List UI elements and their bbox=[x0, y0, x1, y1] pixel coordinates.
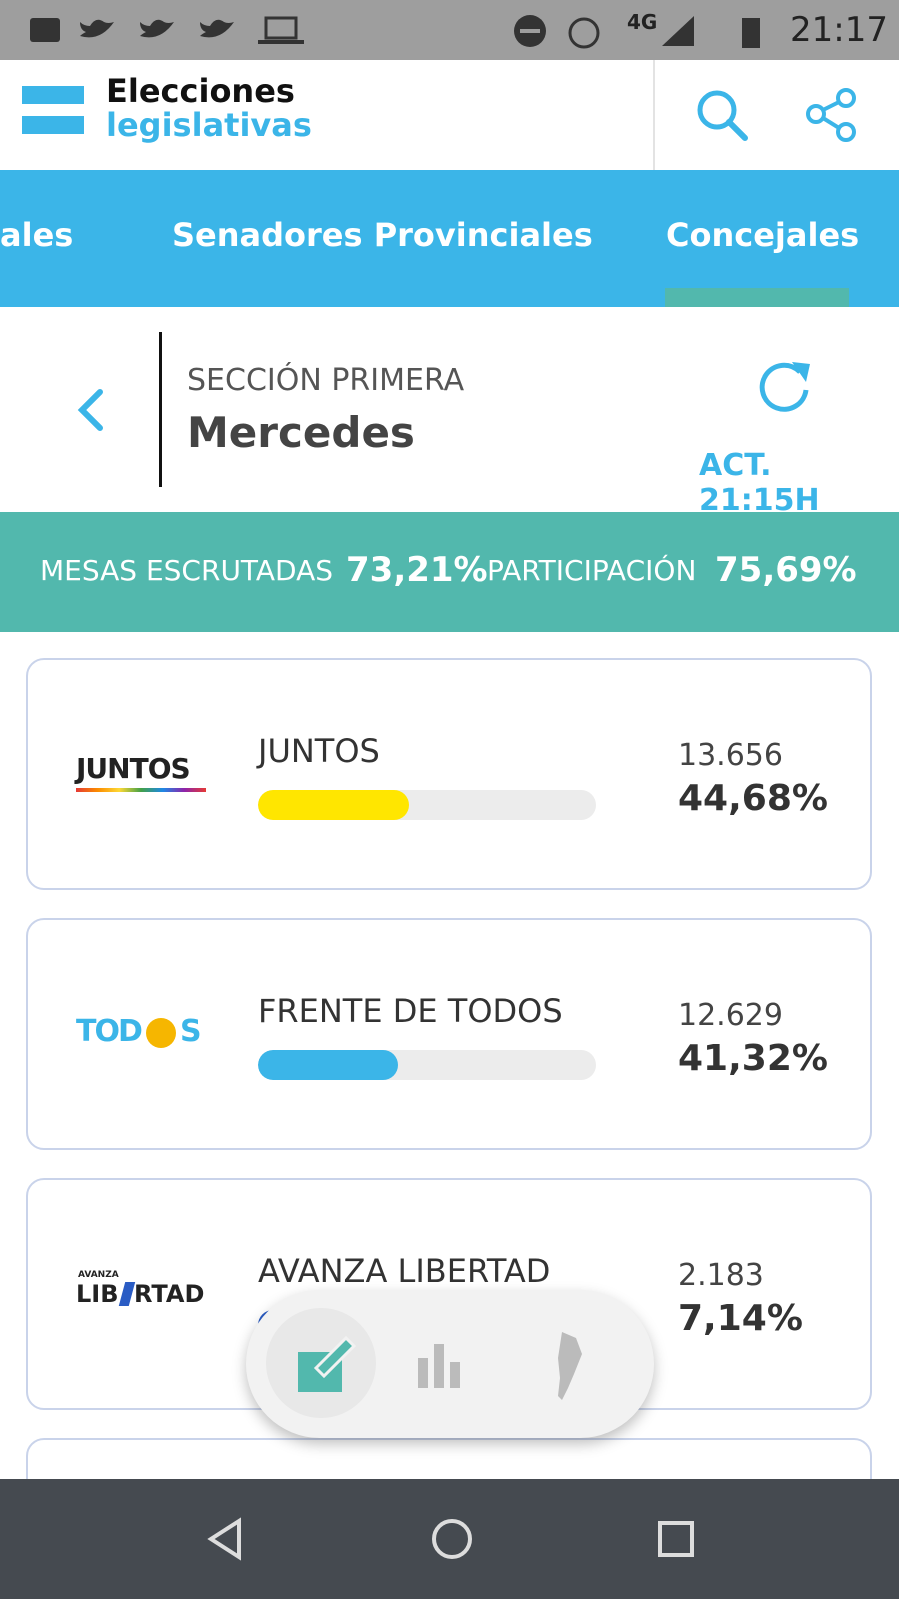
logo-e bbox=[118, 1282, 136, 1306]
party-logo: TOD bbox=[76, 1014, 143, 1049]
party-name: JUNTOS bbox=[258, 732, 380, 770]
party-logo: AVANZA bbox=[78, 1270, 119, 1280]
progress-bar bbox=[258, 1050, 398, 1080]
logo-sun bbox=[146, 1018, 176, 1048]
app-header: Elecciones legislativas bbox=[0, 60, 899, 170]
district-name: Mercedes bbox=[187, 408, 415, 457]
floating-nav bbox=[246, 1290, 654, 1438]
vote-count: 2.183 bbox=[678, 1258, 764, 1293]
progress-track bbox=[258, 790, 596, 820]
android-nav bbox=[0, 1479, 899, 1599]
section-name: SECCIÓN PRIMERA bbox=[187, 363, 465, 398]
vote-percent: 41,32% bbox=[678, 1038, 828, 1079]
stat-value: 73,21% bbox=[346, 550, 488, 590]
progress-bar bbox=[258, 790, 410, 820]
party-logo: JUNTOS bbox=[76, 752, 191, 785]
nav-results[interactable] bbox=[416, 1340, 462, 1390]
divider bbox=[653, 60, 655, 170]
tab-indicator bbox=[665, 288, 849, 307]
share-button[interactable] bbox=[806, 88, 862, 144]
status-bar: 4G 21:17 bbox=[0, 0, 899, 60]
party-card: TOD S FRENTE DE TODOS 12.629 41,32% bbox=[26, 918, 872, 1150]
party-name: AVANZA LIBERTAD bbox=[258, 1252, 551, 1290]
stat-label: MESAS ESCRUTADAS bbox=[40, 554, 334, 587]
party-logo: RTAD bbox=[134, 1280, 205, 1308]
stats-band: MESAS ESCRUTADAS 73,21% PARTICIPACIÓN 75… bbox=[0, 512, 899, 632]
logo-flag bbox=[22, 86, 84, 134]
vote-percent: 7,14% bbox=[678, 1298, 803, 1339]
tab[interactable]: Senadores Provinciales bbox=[172, 216, 593, 254]
logo-stripe bbox=[76, 788, 206, 792]
notification-icons bbox=[30, 16, 304, 44]
party-card: JUNTOS JUNTOS 13.656 44,68% bbox=[26, 658, 872, 890]
progress-track bbox=[258, 1050, 596, 1080]
clock: 21:17 bbox=[790, 10, 888, 50]
refresh-button[interactable] bbox=[756, 358, 816, 414]
app-subtitle: legislativas bbox=[106, 106, 312, 144]
tab-bar: ales Senadores Provinciales Concejales bbox=[0, 170, 899, 307]
vote-percent: 44,68% bbox=[678, 778, 828, 819]
nav-back[interactable] bbox=[205, 1517, 245, 1561]
tab-active[interactable]: Concejales bbox=[666, 216, 860, 254]
party-name: FRENTE DE TODOS bbox=[258, 992, 563, 1030]
vote-count: 12.629 bbox=[678, 998, 783, 1033]
nav-home[interactable] bbox=[430, 1517, 474, 1561]
stat-value: 75,69% bbox=[715, 550, 857, 590]
nav-vote[interactable] bbox=[266, 1308, 376, 1418]
party-logo: LIB bbox=[76, 1280, 119, 1308]
app-title: Elecciones bbox=[106, 72, 295, 110]
tab[interactable]: ales bbox=[0, 216, 74, 254]
network-type: 4G bbox=[627, 10, 658, 34]
vote-icon bbox=[298, 1335, 357, 1392]
nav-recents[interactable] bbox=[656, 1519, 696, 1559]
vote-count: 13.656 bbox=[678, 738, 783, 773]
back-button[interactable] bbox=[74, 386, 108, 434]
update-time: ACT. 21:15H bbox=[699, 448, 820, 518]
system-icons bbox=[514, 15, 760, 49]
search-button[interactable] bbox=[695, 88, 751, 144]
nav-map[interactable] bbox=[546, 1330, 586, 1402]
section-divider bbox=[159, 332, 162, 487]
party-logo: S bbox=[180, 1014, 202, 1049]
stat-label: PARTICIPACIÓN bbox=[487, 554, 697, 587]
